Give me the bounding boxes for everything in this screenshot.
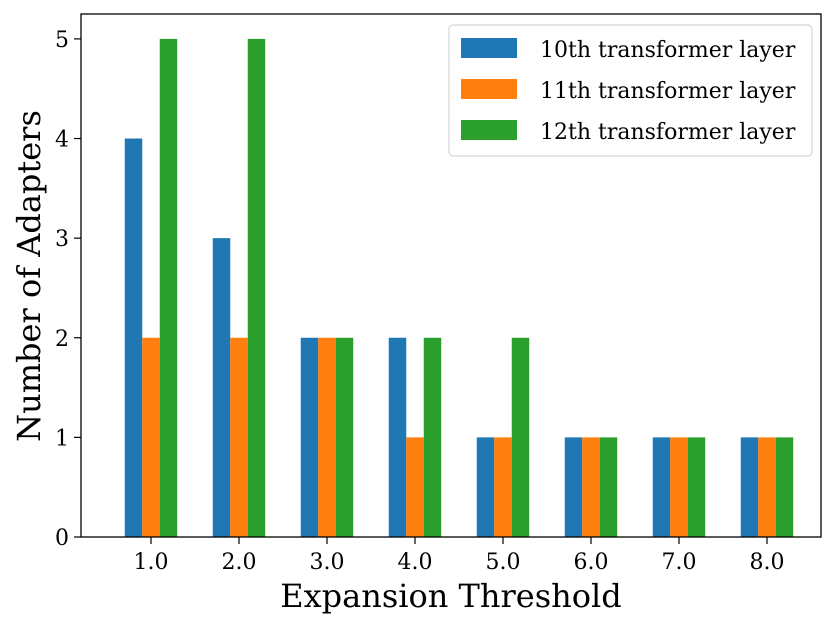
bar-series-1-1.0 — [124, 138, 143, 537]
y-tick-label: 0 — [55, 526, 69, 551]
bar-series-3-6.0 — [599, 437, 618, 537]
legend-label-12th-layer: 12th transformer layer — [540, 120, 796, 145]
x-tick-label: 8.0 — [750, 550, 785, 575]
y-tick-label: 3 — [55, 227, 69, 252]
legend-swatch-11th-layer — [461, 79, 517, 99]
x-tick-label: 7.0 — [662, 550, 697, 575]
legend-label-11th-layer: 11th transformer layer — [540, 79, 796, 104]
bar-series-1-2.0 — [212, 238, 231, 537]
bar-series-1-7.0 — [652, 437, 671, 537]
bar-series-1-8.0 — [740, 437, 759, 537]
x-tick-label: 1.0 — [134, 550, 169, 575]
x-tick-label: 3.0 — [310, 550, 345, 575]
x-tick-label: 4.0 — [398, 550, 433, 575]
bar-series-3-2.0 — [247, 38, 266, 538]
bar-series-3-7.0 — [687, 437, 706, 537]
x-tick-label: 2.0 — [222, 550, 257, 575]
x-tick-label: 5.0 — [486, 550, 521, 575]
legend-label-10th-layer: 10th transformer layer — [540, 38, 796, 63]
legend-box — [448, 24, 813, 157]
y-tick-label: 1 — [55, 426, 69, 451]
legend-swatch-12th-layer — [461, 120, 517, 140]
y-tick-label: 4 — [55, 128, 69, 153]
bar-series-2-7.0 — [670, 437, 688, 537]
bar-series-2-6.0 — [582, 437, 600, 537]
bar-series-3-8.0 — [775, 437, 794, 537]
bar-series-3-4.0 — [423, 337, 442, 537]
legend-swatch-10th-layer — [461, 38, 517, 58]
bar-series-2-5.0 — [494, 437, 512, 537]
x-axis-title: Expansion Threshold — [280, 577, 621, 615]
bar-series-1-3.0 — [300, 337, 319, 537]
y-axis-title: Number of Adapters — [10, 110, 48, 442]
plot-area-frame — [80, 13, 822, 538]
x-tick-label: 6.0 — [574, 550, 609, 575]
bar-series-3-5.0 — [511, 337, 530, 537]
bar-series-2-8.0 — [758, 437, 776, 537]
bar-series-1-4.0 — [388, 337, 407, 537]
y-tick-label: 2 — [55, 327, 69, 352]
y-tick-label: 5 — [55, 28, 69, 53]
bar-series-2-1.0 — [142, 337, 160, 537]
bars-layer — [124, 38, 794, 538]
bar-series-2-4.0 — [406, 437, 424, 537]
bar-series-3-1.0 — [159, 38, 178, 538]
legend: 10th transformer layer 11th transformer … — [448, 24, 813, 157]
y-axis: 0 1 2 3 4 5 — [55, 28, 81, 551]
bar-series-2-3.0 — [318, 337, 336, 537]
x-axis: 1.0 2.0 3.0 4.0 5.0 6.0 7.0 8.0 — [134, 537, 785, 575]
bar-series-1-5.0 — [476, 437, 495, 537]
bar-series-1-6.0 — [564, 437, 583, 537]
bar-series-2-2.0 — [230, 337, 248, 537]
bar-series-3-3.0 — [335, 337, 354, 537]
